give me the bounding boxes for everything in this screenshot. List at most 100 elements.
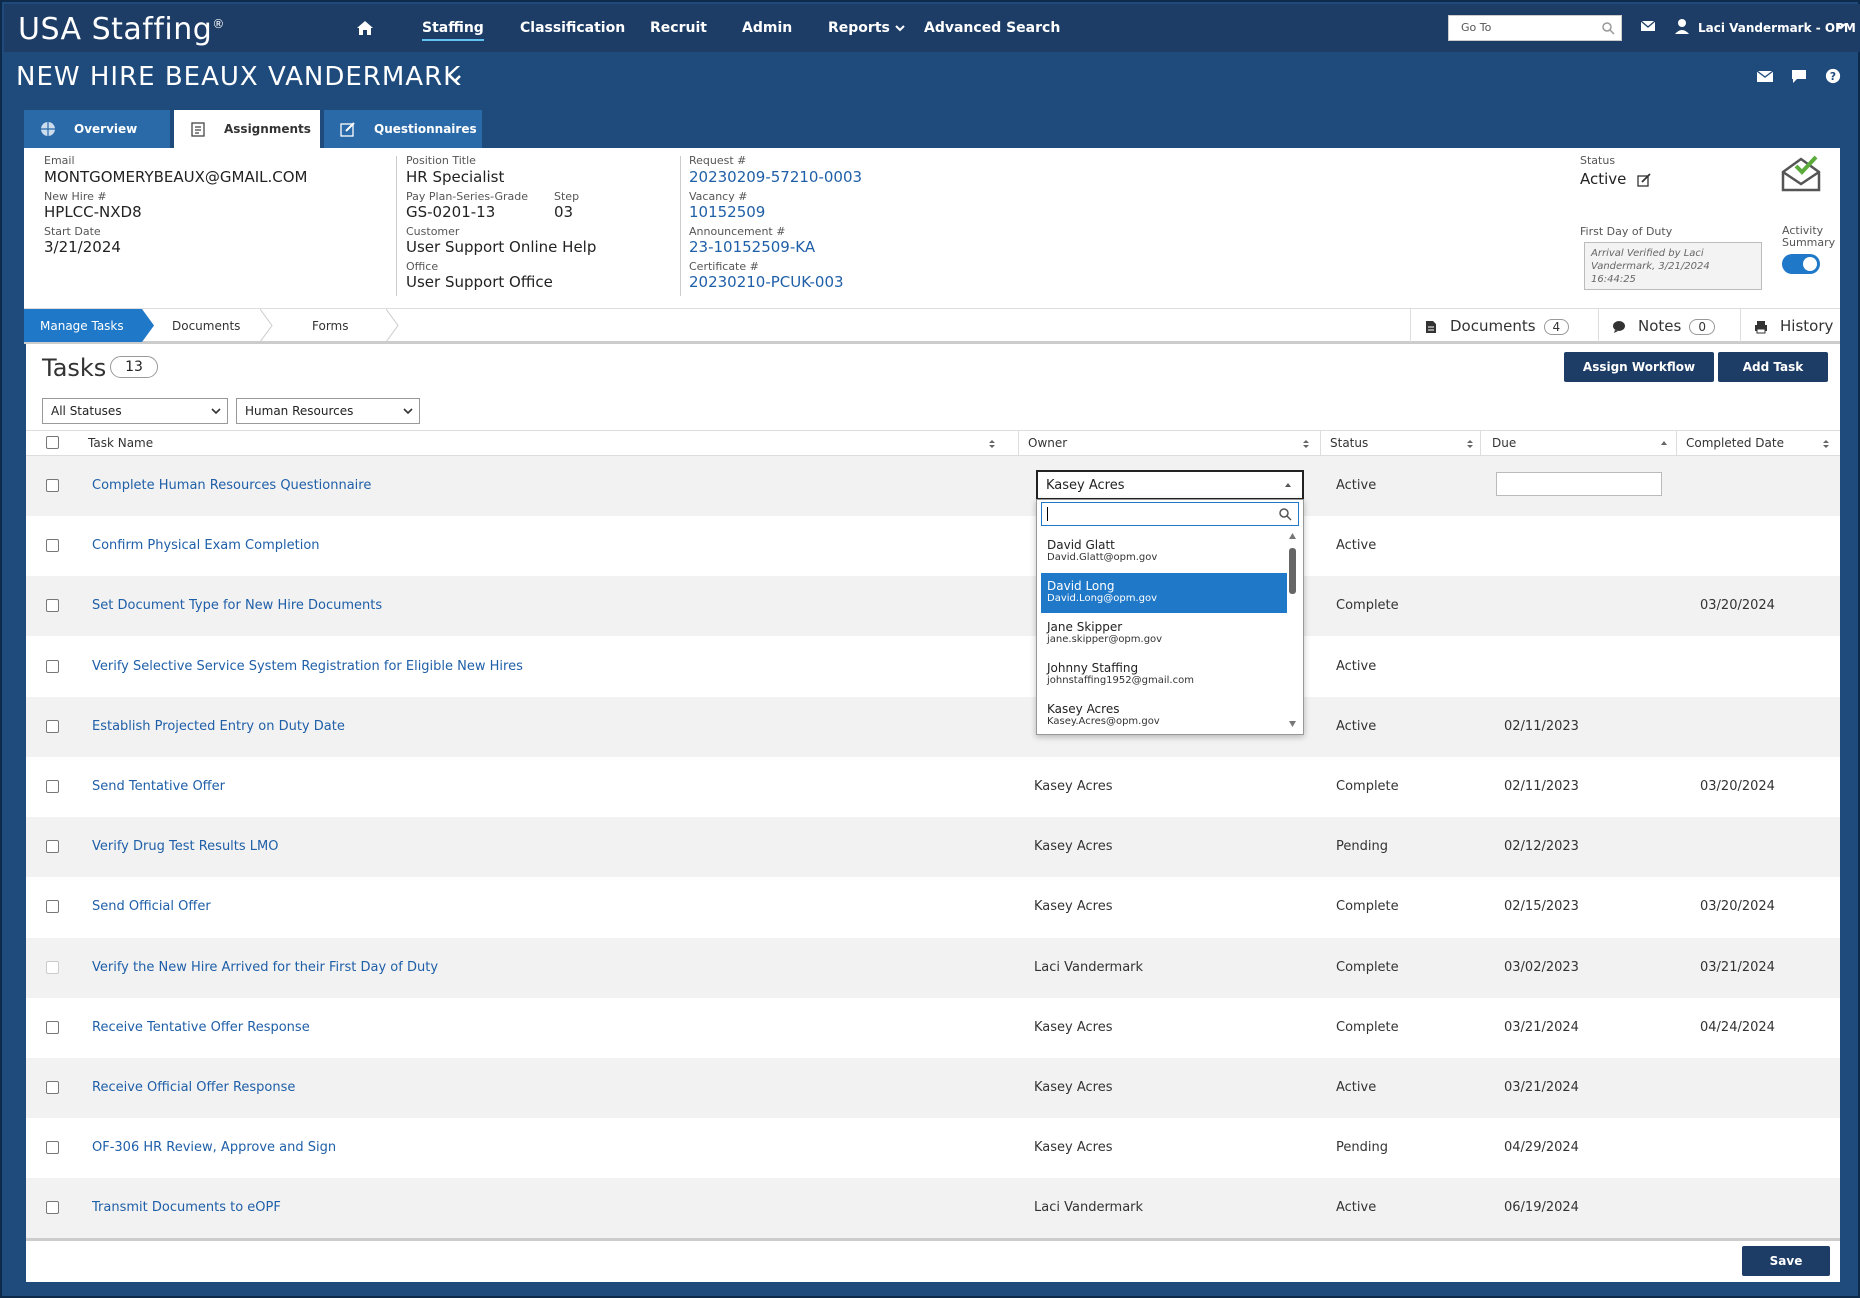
row-checkbox[interactable] <box>46 539 59 553</box>
row-checkbox[interactable] <box>46 780 59 793</box>
request-link[interactable]: 20230209-57210-0003 <box>689 168 863 186</box>
chevron-down-icon[interactable] <box>448 74 462 84</box>
status-filter-select[interactable]: All Statuses <box>42 398 228 424</box>
sort-icon[interactable] <box>988 438 996 450</box>
col-due[interactable]: Due <box>1492 436 1517 450</box>
dropdown-scrollbar[interactable] <box>1287 532 1297 728</box>
nav-reports[interactable]: Reports <box>828 20 905 36</box>
assign-workflow-button[interactable]: Assign Workflow <box>1564 352 1714 382</box>
nav-admin[interactable]: Admin <box>742 20 793 36</box>
mail-icon[interactable] <box>1640 19 1656 33</box>
tab-assignments[interactable]: Assignments <box>174 110 320 150</box>
task-name-link[interactable]: Confirm Physical Exam Completion <box>92 538 320 554</box>
col-owner[interactable]: Owner <box>1028 436 1068 450</box>
task-owner: Laci Vandermark <box>1034 1200 1144 1216</box>
sort-icon[interactable] <box>1466 438 1474 450</box>
table-row: Establish Projected Entry on Duty Date Ac… <box>26 696 1840 757</box>
owner-select[interactable]: Kasey Acres <box>1036 470 1304 500</box>
tasks-count-badge: 13 <box>110 356 158 378</box>
chevron-down-icon[interactable] <box>1836 22 1846 30</box>
nav-classification[interactable]: Classification <box>520 20 626 36</box>
row-checkbox[interactable] <box>46 659 59 673</box>
task-name-link[interactable]: Transmit Documents to eOPF <box>92 1200 281 1216</box>
sort-icon[interactable] <box>1822 438 1830 450</box>
table-row: Verify Selective Service System Registra… <box>26 637 1840 697</box>
nav-recruit[interactable]: Recruit <box>650 20 707 36</box>
owner-search-input[interactable] <box>1041 502 1299 526</box>
crumb-documents[interactable]: Documents <box>172 319 241 333</box>
certificate-label: Certificate # <box>689 260 759 273</box>
row-checkbox[interactable] <box>46 840 59 854</box>
home-icon[interactable] <box>356 20 374 36</box>
row-checkbox[interactable] <box>46 900 59 914</box>
col-status[interactable]: Status <box>1330 436 1369 450</box>
task-due: 02/15/2023 <box>1504 899 1579 915</box>
task-name-link[interactable]: Receive Tentative Offer Response <box>92 1019 310 1035</box>
select-all-checkbox[interactable] <box>46 436 59 449</box>
documents-button[interactable]: Documents 4 <box>1424 309 1570 342</box>
activity-summary-toggle[interactable] <box>1782 254 1820 274</box>
row-checkbox[interactable] <box>46 719 59 733</box>
divider <box>1320 431 1321 457</box>
user-name[interactable]: Laci Vandermark - OPM <box>1698 21 1856 35</box>
owner-option-name: Kasey Acres <box>1047 702 1120 716</box>
announcement-label: Announcement # <box>689 225 786 238</box>
help-icon[interactable]: ? <box>1824 68 1842 84</box>
inbox-icon[interactable] <box>1756 68 1774 84</box>
globe-icon <box>41 122 55 136</box>
due-date-input[interactable] <box>1496 472 1662 496</box>
row-checkbox[interactable] <box>46 1020 59 1034</box>
row-checkbox[interactable] <box>46 1081 59 1094</box>
scroll-up-icon[interactable] <box>1288 532 1297 540</box>
edit-icon[interactable] <box>1637 172 1651 187</box>
certificate-link[interactable]: 20230210-PCUK-003 <box>689 273 844 291</box>
task-name-link[interactable]: Send Tentative Offer <box>92 779 225 794</box>
task-name-link[interactable]: Set Document Type for New Hire Documents <box>92 598 383 614</box>
task-name-link[interactable]: Establish Projected Entry on Duty Date <box>92 718 345 734</box>
crumb-manage-tasks[interactable]: Manage Tasks <box>24 309 142 342</box>
tab-questionnaires[interactable]: Questionnaires <box>324 110 482 148</box>
tab-overview[interactable]: Overview <box>24 110 170 148</box>
scroll-thumb[interactable] <box>1289 548 1296 594</box>
row-checkbox[interactable] <box>46 1201 59 1215</box>
crumb-forms[interactable]: Forms <box>312 319 349 333</box>
chat-icon[interactable] <box>1790 68 1808 84</box>
notes-button[interactable]: Notes 0 <box>1612 309 1715 342</box>
col-completed-date[interactable]: Completed Date <box>1686 436 1784 450</box>
row-checkbox[interactable] <box>46 1141 59 1155</box>
row-checkbox[interactable] <box>46 479 59 492</box>
ppsg-value: GS-0201-13 <box>406 203 496 221</box>
col-task-name[interactable]: Task Name <box>88 436 154 450</box>
add-task-button[interactable]: Add Task <box>1718 352 1828 382</box>
row-checkbox[interactable] <box>46 599 59 613</box>
goto-input[interactable]: Go To <box>1448 15 1622 41</box>
clipboard-icon <box>191 122 205 137</box>
task-name-link[interactable]: Complete Human Resources Questionnaire <box>92 478 372 493</box>
owner-option[interactable]: David Long David.Long@opm.gov <box>1041 573 1287 613</box>
task-name-link[interactable]: Send Official Offer <box>92 899 211 915</box>
owner-option[interactable]: Johnny Staffing johnstaffing1952@gmail.co… <box>1041 655 1287 695</box>
owner-option[interactable]: David Glatt David.Glatt@opm.gov <box>1041 532 1287 572</box>
task-name-link[interactable]: OF-306 HR Review, Approve and Sign <box>92 1140 337 1156</box>
scroll-down-icon[interactable] <box>1288 720 1297 728</box>
sort-asc-icon[interactable] <box>1660 438 1668 450</box>
task-name-link[interactable]: Receive Official Offer Response <box>92 1080 296 1095</box>
chevron-down-icon <box>211 408 221 415</box>
search-icon[interactable] <box>1601 21 1615 35</box>
task-name-link[interactable]: Verify the New Hire Arrived for their Fi… <box>92 959 439 975</box>
history-button[interactable]: History <box>1754 309 1833 342</box>
save-button[interactable]: Save <box>1742 1246 1830 1276</box>
sort-icon[interactable] <box>1302 438 1310 450</box>
nav-advanced-search[interactable]: Advanced Search <box>924 20 1061 36</box>
user-icon[interactable] <box>1674 18 1690 34</box>
owner-option[interactable]: Jane Skipper jane.skipper@opm.gov <box>1041 614 1287 654</box>
announcement-link[interactable]: 23-10152509-KA <box>689 238 816 256</box>
task-name-link[interactable]: Verify Selective Service System Registra… <box>92 658 523 674</box>
task-name-link[interactable]: Verify Drug Test Results LMO <box>92 839 279 855</box>
owner-option[interactable]: Kasey Acres Kasey.Acres@opm.gov <box>1041 696 1287 736</box>
vacancy-link[interactable]: 10152509 <box>689 203 766 221</box>
group-filter-select[interactable]: Human Resources <box>236 398 420 424</box>
logo[interactable]: USA Staffing® <box>18 12 225 47</box>
task-status: Pending <box>1336 1140 1388 1156</box>
nav-staffing[interactable]: Staffing <box>422 20 484 41</box>
